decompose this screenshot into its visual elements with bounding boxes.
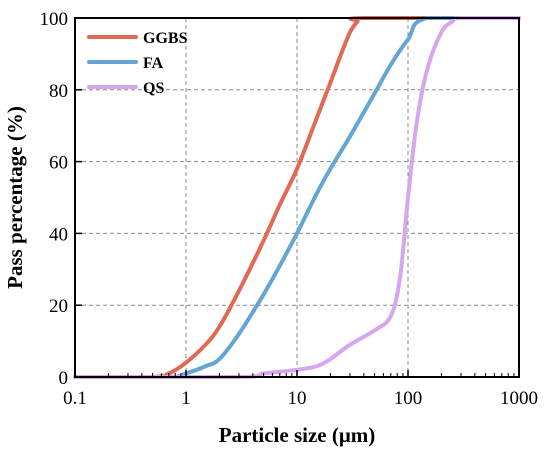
y-tick-label: 40 (49, 224, 68, 245)
series-line-fa (73, 15, 521, 380)
x-tick-label: 10 (288, 388, 307, 409)
axis-ticks: 0.1 1 10 100 1000 0 20 40 60 80 100 (40, 9, 539, 409)
x-tick-label: 1000 (500, 388, 538, 409)
legend-label-qs: QS (143, 80, 164, 97)
y-tick-label: 0 (59, 368, 69, 389)
x-tick-label: 0.1 (63, 388, 87, 409)
y-tick-label: 80 (49, 81, 68, 102)
x-tick-label: 1 (181, 388, 191, 409)
legend-label-ggbs: GGBS (143, 30, 188, 47)
series-line-ggbs (73, 15, 521, 380)
series-line-qs (73, 16, 521, 380)
y-tick-label: 20 (49, 296, 68, 317)
y-axis-title: Pass percentage (%) (3, 106, 27, 289)
x-tick-label: 100 (394, 388, 423, 409)
grid (75, 18, 519, 377)
legend-label-fa: FA (143, 55, 164, 72)
y-tick-label: 100 (40, 9, 69, 30)
series-lines (73, 15, 521, 380)
y-tick-label: 60 (49, 153, 68, 174)
legend: GGBS FA QS (87, 30, 188, 97)
x-axis-title: Particle size (μm) (219, 423, 376, 447)
plot-frame (74, 17, 520, 378)
